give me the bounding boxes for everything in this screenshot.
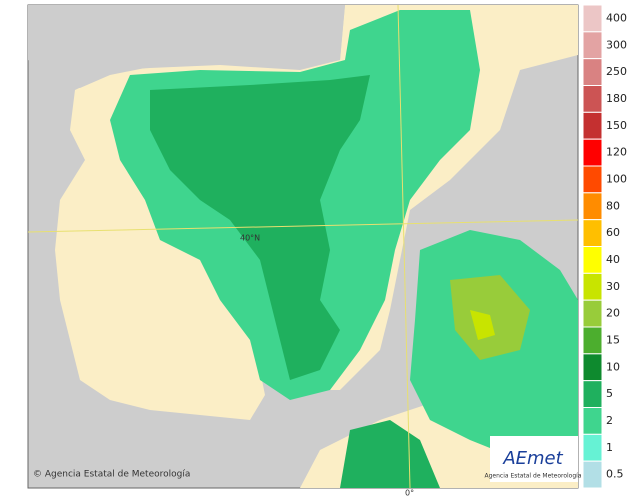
logo-subtitle: Agencia Estatal de Meteorología bbox=[485, 473, 582, 480]
legend-swatch bbox=[582, 85, 603, 113]
sea-bay bbox=[28, 5, 345, 88]
legend-label: 0.5 bbox=[606, 468, 624, 481]
legend-swatch bbox=[582, 192, 603, 221]
legend-label: 40 bbox=[606, 253, 620, 266]
legend-label: 180 bbox=[606, 92, 627, 105]
legend: 400 300 250 180 150 120 100 80 60 40 30 20 15 10 5 2 1 0.… bbox=[582, 4, 627, 489]
logo: AEmet bbox=[502, 448, 563, 469]
legend-label: 150 bbox=[606, 119, 627, 132]
legend-label: 20 bbox=[606, 307, 620, 320]
legend-swatch bbox=[582, 138, 603, 167]
credit: © Agencia Estatal de Meteorología bbox=[33, 470, 190, 480]
rain-area bbox=[340, 420, 440, 488]
legend-label: 300 bbox=[606, 38, 627, 51]
legend-label: 30 bbox=[606, 280, 620, 293]
rain-area bbox=[150, 75, 370, 380]
legend-swatch bbox=[582, 460, 603, 489]
legend-swatch bbox=[582, 272, 603, 301]
rain-area bbox=[470, 310, 495, 340]
legend-label: 5 bbox=[606, 387, 613, 400]
latitude-label: 40°N bbox=[240, 234, 260, 243]
map: 40°N 0° © Agencia Estatal de Meteorologí… bbox=[27, 4, 582, 498]
legend-label: 15 bbox=[606, 333, 620, 346]
legend-label: 1 bbox=[606, 441, 613, 454]
legend-swatch bbox=[582, 165, 603, 194]
legend-swatch bbox=[582, 4, 603, 33]
longitude-label: 0° bbox=[405, 489, 414, 498]
legend-swatch bbox=[582, 353, 603, 382]
legend-swatch bbox=[582, 433, 603, 462]
legend-label: 60 bbox=[606, 226, 620, 239]
legend-label: 80 bbox=[606, 199, 620, 212]
meridian bbox=[397, 4, 411, 489]
legend-label: 2 bbox=[606, 414, 613, 427]
legend-swatch bbox=[582, 111, 603, 140]
legend-swatch bbox=[582, 407, 603, 435]
legend-swatch bbox=[582, 219, 603, 248]
legend-swatch bbox=[582, 31, 603, 60]
parallel bbox=[27, 219, 579, 233]
legend-label: 250 bbox=[606, 65, 627, 78]
legend-label: 10 bbox=[606, 360, 620, 373]
legend-swatch bbox=[582, 299, 603, 328]
legend-swatch bbox=[582, 246, 603, 274]
legend-label: 120 bbox=[606, 146, 627, 159]
legend-swatch bbox=[582, 380, 603, 408]
logo-box bbox=[490, 436, 578, 482]
legend-label: 100 bbox=[606, 172, 627, 185]
legend-swatch bbox=[582, 326, 603, 355]
legend-swatch bbox=[582, 58, 603, 87]
legend-label: 400 bbox=[606, 11, 627, 24]
